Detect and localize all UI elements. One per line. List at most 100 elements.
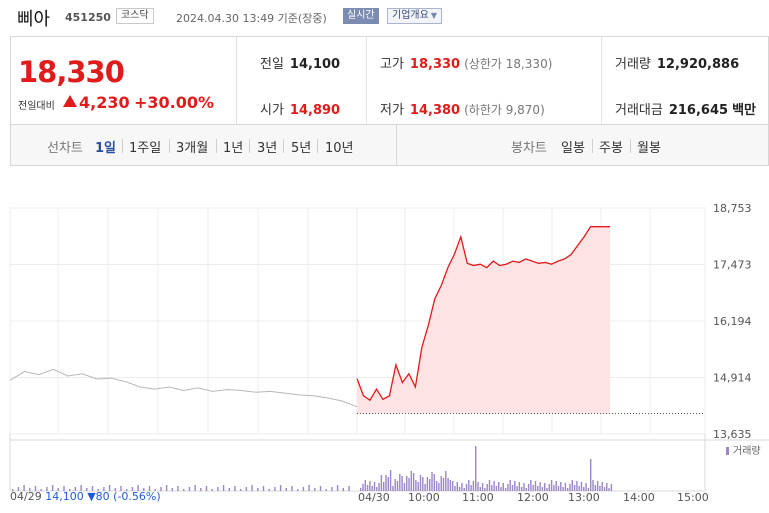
volume-bar (534, 481, 537, 491)
prev-close-label: 전일 (260, 57, 284, 72)
volume-bar (415, 480, 417, 491)
volume-bar (495, 486, 498, 491)
volume-legend: 거래량 (733, 445, 761, 457)
volume-bar (491, 485, 493, 491)
volume-bar (438, 483, 440, 491)
volume-bar (433, 474, 435, 491)
volume-bar (131, 487, 134, 491)
volume-bar (516, 486, 518, 491)
tab-3m[interactable]: 3개월 (176, 141, 209, 156)
tab-divider (283, 139, 284, 153)
volume-bar (456, 482, 458, 491)
volume-bar (523, 483, 525, 491)
x-tick-label: 14:00 (623, 491, 655, 504)
change-rate: +30.00% (134, 93, 215, 112)
tab-3y[interactable]: 3년 (257, 141, 278, 156)
market-badge: 코스닥 (116, 8, 154, 24)
volume-bar (594, 485, 596, 491)
volume-bar (257, 488, 259, 491)
volume-bar (285, 488, 287, 491)
chevron-down-icon: ▼ (430, 11, 437, 20)
volume-bar (86, 488, 88, 491)
volume-bar (279, 485, 282, 491)
volume-bar (63, 486, 65, 491)
volume-bar (454, 486, 456, 491)
volume-bar (245, 487, 248, 491)
volume-bar (274, 487, 276, 491)
volume-bar (108, 485, 111, 491)
current-price: 18,330 (18, 55, 125, 89)
volume-bar (509, 480, 511, 491)
tab-divider (249, 139, 250, 153)
volume-bar (380, 475, 383, 491)
divider (601, 37, 602, 125)
volume-bar (80, 485, 82, 491)
volume-bar (29, 488, 31, 491)
tab-daily[interactable]: 일봉 (561, 141, 585, 156)
y-tick-label: 18,753 (713, 202, 752, 215)
volume-bar (336, 485, 339, 491)
volume-bar (514, 481, 516, 491)
volume-bar (601, 482, 603, 491)
volume-bar (91, 486, 94, 491)
low-stat: 저가 14,380 (하한가 9,870) (380, 99, 545, 118)
price-summary: 18,330 전일대비 4,230 +30.00% 전일 14,100 시가 14,… (10, 36, 769, 125)
upper-limit: (상한가 18,330) (464, 57, 553, 71)
tab-divider (169, 139, 170, 153)
volume-bar (576, 481, 578, 491)
volume-legend-swatch (726, 447, 729, 455)
tab-1w[interactable]: 1주일 (129, 141, 162, 156)
tab-5y[interactable]: 5년 (291, 141, 312, 156)
tab-1y[interactable]: 1년 (223, 141, 244, 156)
tab-10y[interactable]: 10년 (325, 141, 354, 156)
company-info-dropdown[interactable]: 기업개요 ▼ (387, 8, 442, 24)
volume-bar (228, 488, 230, 491)
volume-bar (385, 475, 387, 491)
volume-bar (137, 485, 139, 491)
volume-bar (12, 489, 14, 491)
volume-bar (302, 487, 305, 491)
y-tick-label: 17,473 (713, 259, 752, 272)
realtime-button[interactable]: 실시간 (343, 8, 379, 24)
volume-bar (34, 486, 37, 491)
tab-divider (122, 139, 123, 153)
chart-svg: 18,753 17,473 16,194 14,914 13,635 거래량 04/30 10… (9, 202, 769, 504)
volume-bar (445, 471, 447, 491)
today-price-line (356, 226, 610, 402)
stock-header: 삐아 451250 코스닥 2024.04.30 13:49 기준(장중) 실시… (0, 0, 769, 36)
tab-1d[interactable]: 1일 (95, 141, 117, 156)
volume-bar (424, 484, 426, 491)
volume-bar (17, 487, 20, 491)
high-value: 18,330 (409, 57, 461, 72)
volume-bar (475, 446, 477, 491)
volume-bar (177, 486, 179, 491)
volume-bar (387, 477, 389, 491)
volume-bar (479, 487, 481, 491)
x-tick-label: 10:00 (408, 491, 440, 504)
volume-bar (481, 483, 484, 491)
today-area-fill (357, 226, 610, 414)
volume-bar (396, 481, 399, 491)
volume-bar (268, 489, 270, 491)
volume-bar (378, 483, 380, 491)
volume-bar (194, 485, 196, 491)
volume-bar (539, 482, 541, 491)
prev-close-stat: 전일 14,100 (260, 53, 340, 72)
volume-bar (392, 486, 394, 491)
volume-bar (366, 485, 369, 491)
volume-value: 12,920,886 (656, 57, 740, 72)
open-stat: 시가 14,890 (260, 99, 340, 118)
volume-bar (564, 483, 567, 491)
volume-bar (532, 485, 534, 491)
volume-bar (585, 483, 587, 491)
volume-bar (383, 482, 385, 491)
up-arrow-icon (63, 95, 77, 107)
volume-bar (502, 483, 504, 491)
intraday-chart[interactable]: 18,753 17,473 16,194 14,914 13,635 거래량 04/30 10… (0, 166, 769, 513)
volume-bar (394, 479, 396, 491)
volume-bar (587, 488, 590, 491)
tab-weekly[interactable]: 주봉 (599, 141, 623, 156)
divider (366, 37, 367, 125)
tab-monthly[interactable]: 월봉 (637, 141, 661, 156)
volume-bar (550, 480, 553, 491)
